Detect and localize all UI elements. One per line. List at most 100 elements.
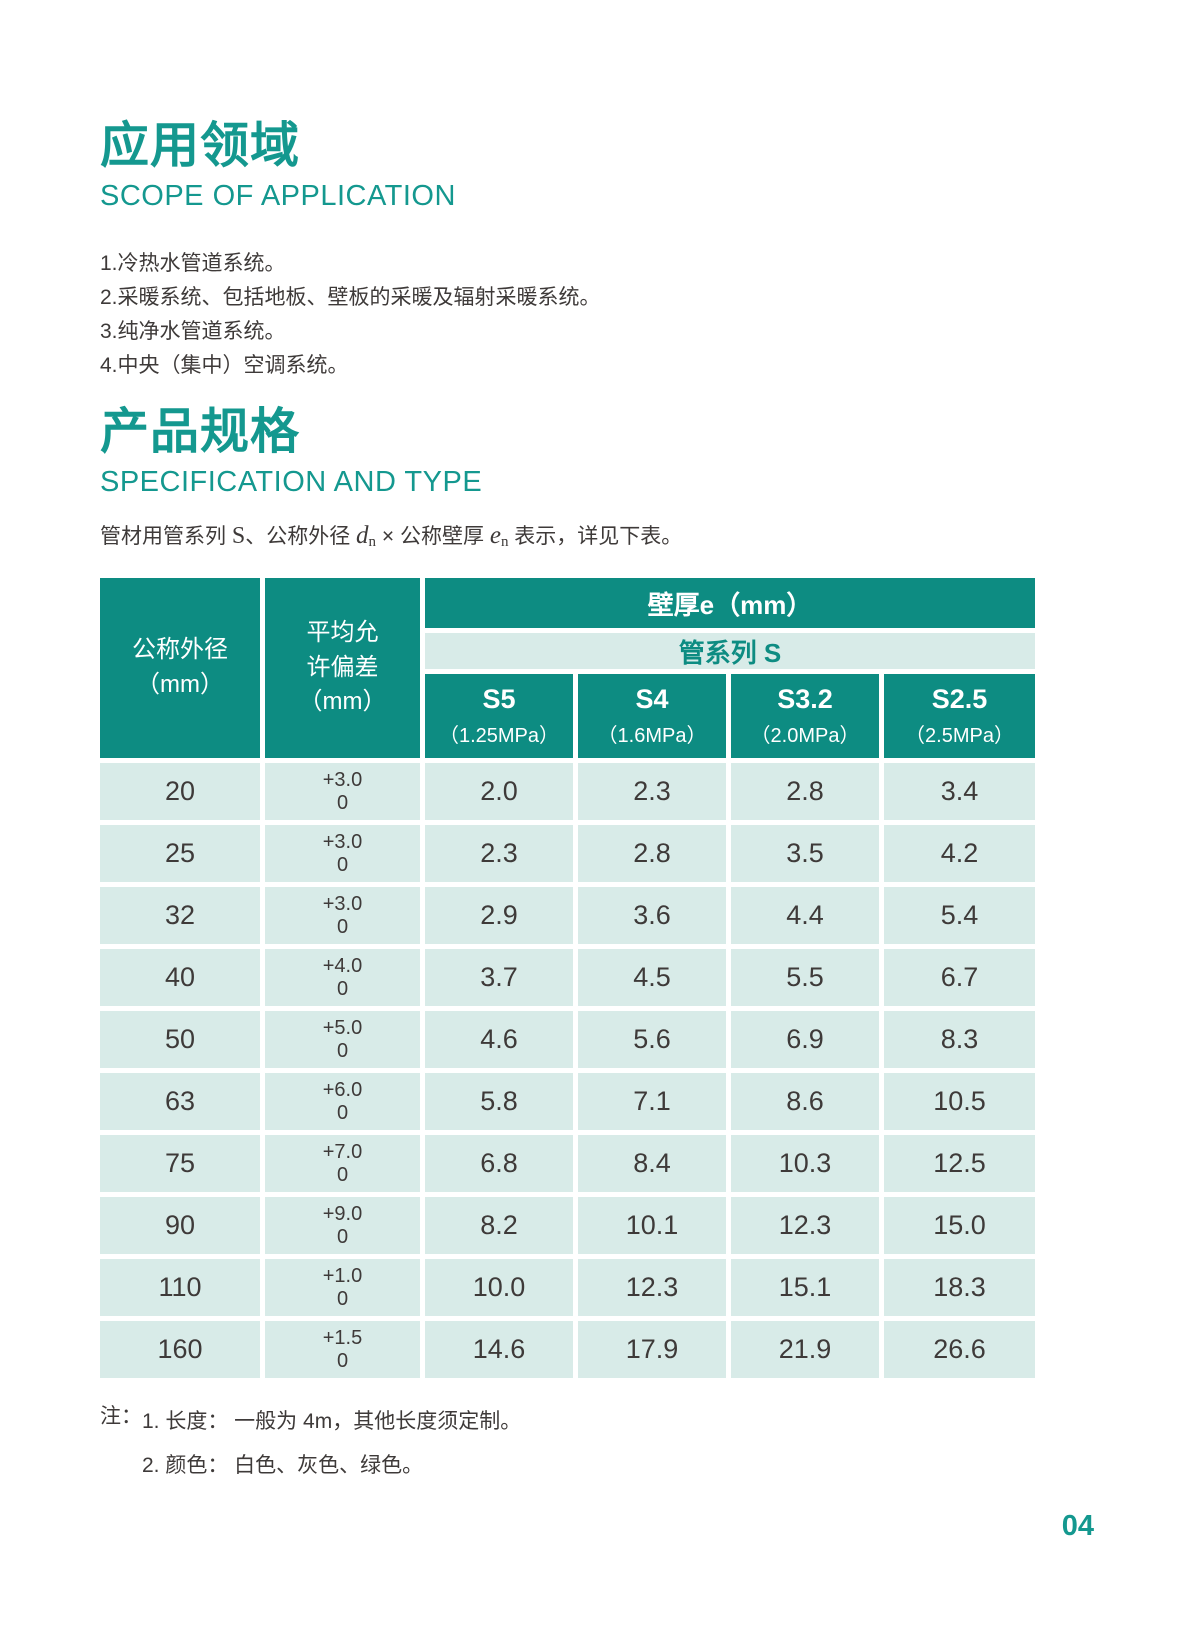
header-pipe-series: 管系列 S (425, 633, 1035, 669)
cell-outer-diameter: 40 (100, 949, 260, 1006)
intro-text: 、公称外径 (245, 525, 357, 548)
cell-s2-5-thickness: 26.6 (884, 1321, 1035, 1378)
series-name: S2.5 (931, 684, 988, 714)
series-pressure: （1.6MPa） (597, 725, 707, 747)
deviation-lower: 0 (336, 1225, 349, 1248)
cell-s4-thickness: 2.3 (578, 763, 726, 820)
cell-deviation: +3.0 0 (265, 825, 420, 882)
cell-deviation: +3.0 0 (265, 887, 420, 944)
deviation-lower: 0 (336, 1349, 349, 1372)
cell-deviation: +9.0 0 (265, 1197, 420, 1254)
cell-s5-thickness: 2.3 (425, 825, 573, 882)
deviation-upper: +1.0 (322, 1264, 363, 1287)
specification-title-en: SPECIFICATION AND TYPE (100, 465, 483, 498)
cell-s5-thickness: 3.7 (425, 949, 573, 1006)
cell-s4-thickness: 3.6 (578, 887, 726, 944)
series-name: S5 (482, 684, 516, 714)
cell-deviation: +1.0 0 (265, 1259, 420, 1316)
header-deviation: 平均允 许偏差 （mm） (265, 578, 420, 758)
deviation-upper: +7.0 (322, 1140, 363, 1163)
application-item: 2.采暖系统、包括地板、壁板的采暖及辐射采暖系统。 (100, 285, 601, 309)
deviation-lower: 0 (336, 1287, 349, 1310)
header-wall-thickness: 壁厚e（mm） (425, 578, 1035, 628)
header-line: （mm） (136, 671, 224, 698)
cell-outer-diameter: 75 (100, 1135, 260, 1192)
deviation-lower: 0 (336, 977, 349, 1000)
cell-s3-2-thickness: 12.3 (731, 1197, 879, 1254)
deviation-lower: 0 (336, 915, 349, 938)
cell-s3-2-thickness: 15.1 (731, 1259, 879, 1316)
notes-prefix: 注： (100, 1405, 142, 1428)
deviation-upper: +3.0 (322, 830, 363, 853)
specification-title-zh: 产品规格 (100, 405, 301, 459)
series-symbol: S (231, 523, 246, 549)
cell-outer-diameter: 110 (100, 1259, 260, 1316)
cell-s3-2-thickness: 10.3 (731, 1135, 879, 1192)
header-s5: S5 （1.25MPa） (425, 674, 573, 758)
header-line: 平均允 (306, 618, 379, 646)
deviation-lower: 0 (336, 1163, 349, 1186)
cell-outer-diameter: 50 (100, 1011, 260, 1068)
cell-s4-thickness: 2.8 (578, 825, 726, 882)
deviation-upper: +4.0 (322, 954, 363, 977)
deviation-lower: 0 (336, 1101, 349, 1124)
header-s2-5: S2.5 （2.5MPa） (884, 674, 1035, 758)
thickness-symbol: e (489, 522, 501, 549)
section-application: 应用领域 SCOPE OF APPLICATION 1.冷热水管道系统。 2.采… (100, 119, 601, 383)
cell-s3-2-thickness: 8.6 (731, 1073, 879, 1130)
specification-intro: 管材用管系列 S、公称外径 dn × 公称壁厚 en 表示，详见下表。 (100, 520, 682, 551)
specification-table: 公称外径 （mm） 平均允 许偏差 （mm） 壁厚e（mm） 管系列 S S5 … (100, 578, 1035, 1378)
subscript-n: n (500, 534, 509, 550)
subscript-n: n (368, 534, 377, 550)
cell-s3-2-thickness: 21.9 (731, 1321, 879, 1378)
cell-s5-thickness: 2.0 (425, 763, 573, 820)
cell-s4-thickness: 7.1 (578, 1073, 726, 1130)
header-s3-2: S3.2 （2.0MPa） (731, 674, 879, 758)
cell-s4-thickness: 12.3 (578, 1259, 726, 1316)
cell-deviation: +1.5 0 (265, 1321, 420, 1378)
page-number: 04 (1061, 1510, 1094, 1542)
application-list: 1.冷热水管道系统。 2.采暖系统、包括地板、壁板的采暖及辐射采暖系统。 3.纯… (100, 247, 601, 383)
cell-deviation: +3.0 0 (265, 763, 420, 820)
application-item: 4.中央（集中）空调系统。 (100, 353, 349, 377)
deviation-lower: 0 (336, 853, 349, 876)
cell-s3-2-thickness: 6.9 (731, 1011, 879, 1068)
header-s4: S4 （1.6MPa） (578, 674, 726, 758)
note-item: 1. 长度： 一般为 4m，其他长度须定制。 (142, 1410, 522, 1433)
cell-outer-diameter: 160 (100, 1321, 260, 1378)
note-item: 2. 颜色： 白色、灰色、绿色。 (142, 1454, 424, 1477)
cell-s4-thickness: 17.9 (578, 1321, 726, 1378)
deviation-lower: 0 (336, 791, 349, 814)
cell-deviation: +7.0 0 (265, 1135, 420, 1192)
deviation-lower: 0 (336, 1039, 349, 1062)
cell-outer-diameter: 32 (100, 887, 260, 944)
header-line: 公称外径 (132, 636, 228, 664)
cell-s5-thickness: 2.9 (425, 887, 573, 944)
cell-s5-thickness: 10.0 (425, 1259, 573, 1316)
cell-outer-diameter: 90 (100, 1197, 260, 1254)
diameter-symbol: d (356, 522, 369, 549)
cell-s4-thickness: 8.4 (578, 1135, 726, 1192)
cell-s3-2-thickness: 3.5 (731, 825, 879, 882)
cell-outer-diameter: 20 (100, 763, 260, 820)
deviation-upper: +3.0 (322, 892, 363, 915)
series-pressure: （2.5MPa） (905, 725, 1014, 747)
cell-outer-diameter: 25 (100, 825, 260, 882)
series-pressure: （2.0MPa） (750, 725, 860, 747)
cell-s2-5-thickness: 3.4 (884, 763, 1035, 820)
table-notes: 注： 1. 长度： 一般为 4m，其他长度须定制。 2. 颜色： 白色、灰色、绿… (100, 1400, 521, 1488)
deviation-upper: +1.5 (322, 1326, 363, 1349)
cell-s4-thickness: 10.1 (578, 1197, 726, 1254)
series-name: S4 (635, 684, 669, 714)
cell-s2-5-thickness: 4.2 (884, 825, 1035, 882)
cell-s5-thickness: 5.8 (425, 1073, 573, 1130)
cell-s3-2-thickness: 4.4 (731, 887, 879, 944)
intro-text: 表示，详见下表。 (508, 525, 683, 548)
cell-deviation: +5.0 0 (265, 1011, 420, 1068)
cell-s4-thickness: 5.6 (578, 1011, 726, 1068)
cell-s5-thickness: 4.6 (425, 1011, 573, 1068)
deviation-upper: +5.0 (322, 1016, 363, 1039)
cell-s3-2-thickness: 2.8 (731, 763, 879, 820)
application-title-en: SCOPE OF APPLICATION (100, 179, 456, 212)
intro-text: 管材用管系列 (100, 525, 232, 548)
